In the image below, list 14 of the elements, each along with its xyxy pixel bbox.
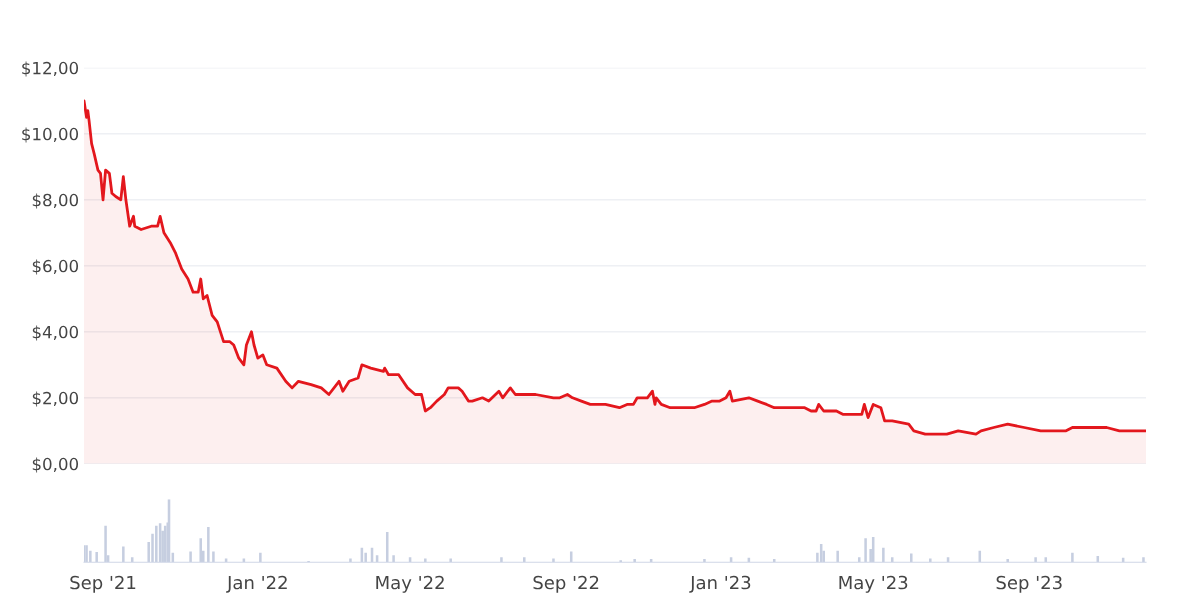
x-tick-label: May '23: [839, 575, 908, 593]
y-tick-label: $2,00: [32, 391, 79, 407]
y-tick-label: $6,00: [32, 259, 79, 275]
x-tick-label: Jan '22: [226, 575, 287, 593]
x-tick-label: Sep '21: [70, 575, 136, 593]
x-tick-label: Sep '23: [996, 575, 1062, 593]
y-tick-label: $12,00: [22, 61, 79, 77]
y-tick-label: $4,00: [32, 325, 79, 341]
x-tick-label: May '22: [376, 575, 444, 593]
y-tick-label: $0,00: [32, 457, 79, 473]
y-tick-label: $8,00: [32, 193, 79, 209]
x-tick-label: Jan '23: [689, 575, 751, 593]
y-tick-label: $10,00: [22, 127, 79, 143]
x-tick-label: Sep '22: [533, 575, 599, 593]
